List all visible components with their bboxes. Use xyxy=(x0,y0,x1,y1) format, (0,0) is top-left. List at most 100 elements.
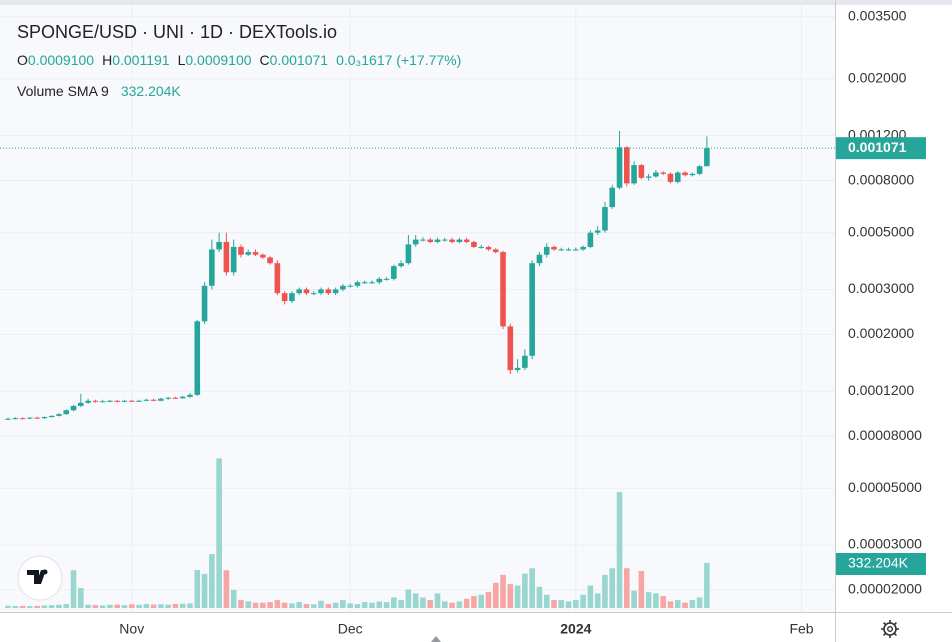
volume-bar xyxy=(41,605,48,608)
volume-bar xyxy=(478,594,484,608)
candle-body xyxy=(143,399,150,401)
candle-body xyxy=(536,254,543,264)
volume-bar xyxy=(441,601,448,608)
volume-bar xyxy=(653,593,659,608)
candle-body xyxy=(252,252,259,255)
volume-bar xyxy=(303,604,310,608)
last-price-box xyxy=(836,137,926,160)
candle-body xyxy=(107,400,113,402)
candle-body xyxy=(376,278,383,283)
volume-bar xyxy=(92,605,99,608)
volume-bar xyxy=(201,573,208,608)
candle-body xyxy=(594,230,601,233)
volume-bar xyxy=(136,604,142,608)
volume-bar xyxy=(580,594,586,608)
volume-bar xyxy=(631,590,637,608)
legend-value: 0.0009100 xyxy=(185,52,251,68)
last-price-label: 0.001071 xyxy=(848,139,907,155)
candle-body xyxy=(245,252,252,255)
plot-background xyxy=(0,0,835,612)
candle-body xyxy=(529,263,535,356)
candle-body xyxy=(63,410,70,415)
candle-body xyxy=(391,266,397,279)
volume-bar xyxy=(27,606,33,608)
candle-body xyxy=(274,263,281,294)
volume-bar xyxy=(391,597,397,608)
candle-body xyxy=(216,241,222,250)
volume-bar xyxy=(63,604,70,608)
candle-body xyxy=(128,400,135,402)
candle-body xyxy=(19,418,26,420)
volume-bar xyxy=(558,600,565,608)
volume-bar xyxy=(150,604,157,608)
y-tick-label: 0.00003000 xyxy=(848,536,922,552)
volume-bar xyxy=(230,589,237,608)
volume-bar xyxy=(667,601,674,608)
volume-bar xyxy=(274,600,281,608)
volume-bar xyxy=(223,570,230,608)
volume-bar xyxy=(369,602,375,608)
scroll-handle[interactable] xyxy=(431,636,441,642)
volume-bar xyxy=(616,492,623,608)
candle-body xyxy=(565,249,572,251)
settings-gear[interactable] xyxy=(881,620,899,638)
candle-body xyxy=(638,165,645,178)
axes-layer: 0.0035000.0020000.0012000.00080000.00050… xyxy=(119,7,926,637)
candle-body xyxy=(507,326,514,371)
y-tick-label: 0.003500 xyxy=(848,7,907,23)
top-border xyxy=(0,0,952,5)
volume-bar xyxy=(529,568,535,608)
volume-bar xyxy=(398,600,404,608)
candle-body xyxy=(48,415,55,418)
volume-bar xyxy=(354,604,361,608)
candle-body xyxy=(34,417,40,419)
volume-bar xyxy=(238,600,244,608)
y-tick-label: 0.0005000 xyxy=(848,223,914,239)
y-tick-label: 0.00005000 xyxy=(848,479,922,495)
volume-bar xyxy=(165,604,171,608)
candle-body xyxy=(12,418,19,420)
volume-bar xyxy=(536,586,543,608)
volume-bar xyxy=(689,600,696,608)
candle-body xyxy=(551,246,557,250)
volume-bar xyxy=(121,605,128,608)
volume-bar xyxy=(252,602,259,608)
candle-body xyxy=(660,172,666,174)
volume-bar xyxy=(507,584,514,608)
volume-bar xyxy=(289,603,295,608)
candle-body xyxy=(485,246,492,250)
volume-bar xyxy=(114,604,121,608)
candle-body xyxy=(230,246,237,273)
volume-bar xyxy=(332,602,339,608)
candle-body xyxy=(99,401,106,403)
volume-bar xyxy=(194,569,201,608)
volume-bar xyxy=(158,604,164,608)
x-tick-label: Dec xyxy=(338,621,363,637)
candle-body xyxy=(310,293,317,295)
volume-bar xyxy=(594,593,601,608)
candle-body xyxy=(631,165,637,184)
volume-bar xyxy=(696,597,703,608)
candle-body xyxy=(325,289,332,294)
candle-body xyxy=(682,172,688,176)
volume-bar xyxy=(420,597,426,608)
candle-body xyxy=(201,285,208,322)
volume-bar xyxy=(216,458,222,608)
candle-body xyxy=(609,187,616,208)
candle-body xyxy=(543,246,550,255)
candle-body xyxy=(260,254,266,258)
volume-bar xyxy=(107,604,113,608)
candle-body xyxy=(5,418,11,420)
candle-body xyxy=(289,293,295,302)
candle-body xyxy=(492,249,499,253)
grid xyxy=(0,5,835,612)
volume-bar xyxy=(34,605,40,608)
volume-bar xyxy=(209,554,215,608)
tradingview-logo[interactable] xyxy=(17,555,63,601)
ohlc-legend: O0.0009100 H0.001191 L0.0009100 C0.001071 0.… xyxy=(17,52,461,68)
candle-body xyxy=(689,173,696,176)
volume-bar xyxy=(573,600,579,608)
volume-bar xyxy=(602,574,608,608)
y-tick-label: 0.00002000 xyxy=(848,581,922,597)
volume-bar xyxy=(638,570,645,608)
